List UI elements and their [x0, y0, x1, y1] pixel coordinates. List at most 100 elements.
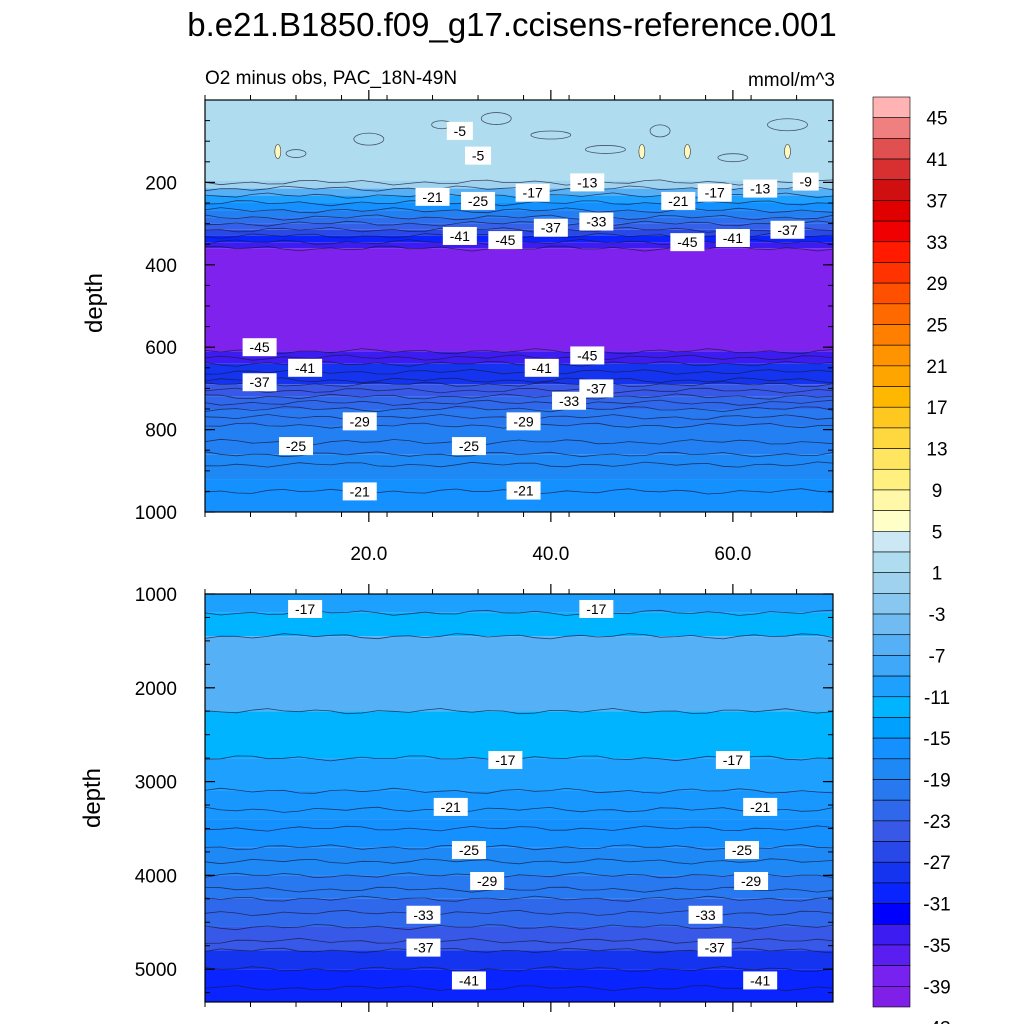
upper-contour-band: [205, 454, 833, 480]
upper-closed-contour: [530, 130, 572, 140]
svg-text:-17: -17: [705, 185, 725, 201]
upper-contour-label: -25: [279, 437, 314, 456]
upper-contour-line: [204, 393, 834, 400]
upper-positive-spot: [274, 144, 282, 159]
upper-positive-spot: [684, 144, 691, 159]
svg-text:-21: -21: [668, 193, 688, 209]
upper-x-tick-label: 20.0: [350, 544, 387, 565]
colorbar-box: [872, 758, 911, 780]
figure-title: b.e21.B1850.f09_g17.ccisens-reference.00…: [187, 6, 836, 43]
colorbar-tick-label: -23: [923, 812, 950, 833]
upper-contour-line: [204, 200, 834, 207]
upper-contour-line: [204, 179, 834, 186]
colorbar-tick-label: -7: [929, 646, 946, 667]
lower-contour-line: [204, 806, 834, 813]
svg-text:-37: -37: [413, 940, 433, 956]
lower-contour-line: [204, 633, 834, 640]
colorbar-box: [872, 96, 911, 118]
colorbar-box: [872, 138, 911, 160]
upper-contour-label: -21: [661, 191, 696, 210]
svg-text:-37: -37: [777, 222, 797, 238]
svg-text:-37: -37: [541, 220, 561, 236]
upper-closed-contour: [585, 145, 626, 154]
colorbar-box: [872, 861, 911, 884]
svg-text:-33: -33: [586, 214, 606, 230]
lower-contour-line: [204, 787, 834, 794]
colorbar-box: [872, 510, 911, 532]
colorbar-tick-label: 17: [926, 398, 947, 419]
svg-text:-41: -41: [723, 230, 743, 246]
lower-y-tick-label: 5000: [135, 960, 177, 981]
colorbar-tick-label: -27: [923, 853, 950, 874]
svg-text:-41: -41: [450, 228, 470, 244]
upper-contour-label: -33: [579, 212, 614, 231]
lower-contour-line: [204, 924, 834, 931]
left-subtitle: O2 minus obs, PAC_18N-49N: [205, 68, 457, 89]
svg-text:-33: -33: [559, 393, 579, 409]
lower-y-axis-label: depth: [79, 768, 106, 828]
upper-contour-label: -17: [697, 183, 732, 202]
colorbar-box: [872, 241, 911, 263]
upper-contour-label: -37: [242, 373, 277, 392]
upper-y-tick-label: 1000: [135, 503, 177, 524]
colorbar-box: [872, 965, 911, 987]
svg-text:-21: -21: [422, 189, 442, 205]
upper-contour-label: -29: [506, 412, 541, 431]
colorbar-tick-label: -11: [924, 688, 950, 709]
lower-contour-label: -37: [697, 938, 732, 957]
colorbar-tick-label: 33: [926, 233, 947, 254]
colorbar-tick-label: 13: [926, 440, 947, 461]
colorbar-box: [872, 282, 911, 305]
colorbar-tick-label: 1: [932, 564, 943, 585]
svg-text:-21: -21: [750, 799, 770, 815]
upper-contour-line: [204, 387, 834, 394]
upper-contour-band: [205, 217, 833, 224]
lower-contour-band: [205, 594, 833, 613]
lower-contour-label: -37: [406, 938, 441, 957]
lower-contour-line: [204, 825, 834, 832]
colorbar-tick-label: -19: [923, 771, 950, 792]
colorbar-box: [872, 634, 911, 656]
colorbar-tick-label: -35: [923, 936, 950, 957]
svg-text:-9: -9: [799, 174, 812, 190]
colorbar-box: [872, 531, 911, 553]
upper-contour-label: -17: [515, 183, 550, 202]
colorbar-box: [872, 324, 911, 346]
lower-contour-band: [205, 898, 833, 927]
upper-y-tick-label: 200: [145, 173, 177, 194]
upper-contour-label: -45: [488, 231, 523, 250]
svg-text:-33: -33: [695, 907, 715, 923]
svg-text:-17: -17: [586, 601, 606, 617]
svg-text:-25: -25: [732, 842, 752, 858]
upper-contour-label: -45: [670, 233, 705, 252]
lower-contour-label: -25: [724, 841, 759, 860]
upper-contour-line: [204, 461, 834, 468]
upper-closed-contour: [480, 112, 512, 125]
colorbar-tick-label: -43: [923, 1019, 950, 1024]
colorbar-box: [872, 944, 911, 966]
upper-contour-line: [204, 220, 834, 227]
svg-text:-25: -25: [468, 193, 488, 209]
upper-contour-line: [204, 214, 834, 221]
upper-contour-label: -5: [446, 121, 473, 140]
svg-text:-17: -17: [295, 601, 315, 617]
colorbar-box: [872, 200, 911, 222]
svg-text:-21: -21: [350, 483, 370, 499]
upper-contour-band: [205, 210, 833, 218]
lower-contour-label: -29: [734, 872, 769, 891]
colorbar-box: [872, 779, 911, 801]
colorbar-tick-label: -31: [923, 895, 950, 916]
upper-closed-contour: [353, 132, 385, 146]
upper-contour-label: -37: [533, 218, 568, 237]
svg-text:-45: -45: [577, 347, 597, 363]
colorbar-box: [872, 799, 911, 822]
lower-contour-band: [205, 711, 833, 759]
colorbar-box: [872, 675, 911, 698]
colorbar-box: [872, 468, 911, 491]
upper-contour-line: [204, 207, 834, 214]
colorbar-box: [872, 406, 911, 429]
svg-text:-17: -17: [723, 752, 743, 768]
upper-contour-label: -21: [415, 187, 450, 206]
colorbar-tick-label: 25: [926, 316, 947, 337]
colorbar-box: [872, 158, 911, 181]
